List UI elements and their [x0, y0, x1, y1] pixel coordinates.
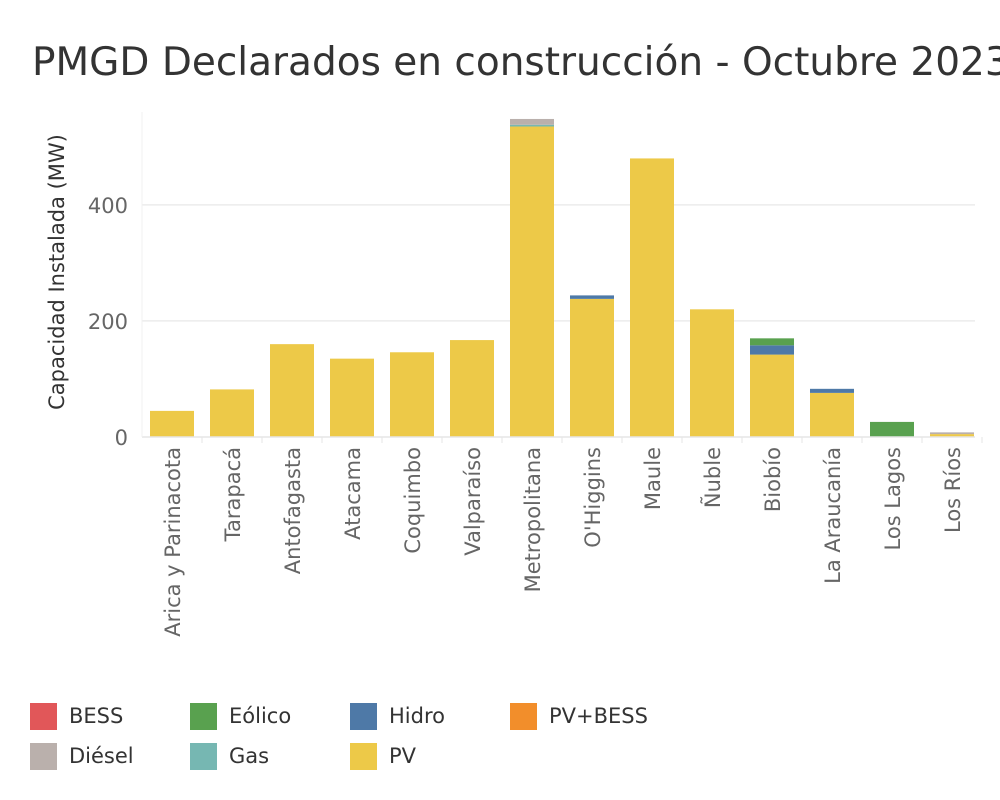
bar-segment[interactable] — [870, 421, 914, 437]
legend-item[interactable]: Gas — [190, 742, 269, 770]
x-tick-label: Tarapacá — [221, 447, 245, 542]
bar-segment[interactable] — [510, 118, 554, 125]
y-tick-label: 400 — [88, 194, 128, 218]
gridlines — [142, 204, 975, 322]
x-tick-label: La Araucanía — [821, 447, 845, 584]
legend-swatch — [190, 702, 217, 730]
legend-label: Eólico — [229, 704, 292, 728]
bar-segment[interactable] — [150, 410, 194, 437]
legend-swatch — [350, 742, 377, 770]
bar-segment[interactable] — [750, 338, 794, 346]
chart-legend: BESS Eólico Hidro PV+BESS Diésel Gas PV — [30, 700, 730, 780]
legend-swatch — [190, 742, 217, 770]
legend-label: PV+BESS — [549, 704, 648, 728]
chart-title: PMGD Declarados en construcción - Octubr… — [32, 40, 1000, 85]
legend-item[interactable]: PV — [350, 742, 416, 770]
x-tick-label: Metropolitana — [521, 447, 545, 592]
x-tick-label: Biobío — [761, 447, 785, 512]
bars — [150, 118, 974, 438]
bar-segment[interactable] — [510, 124, 554, 127]
bar-segment[interactable] — [570, 298, 614, 437]
bar-segment[interactable] — [390, 352, 434, 437]
bar-segment[interactable] — [750, 354, 794, 437]
legend-item[interactable]: PV+BESS — [510, 702, 648, 730]
bar-segment[interactable] — [570, 295, 614, 299]
legend-swatch — [350, 702, 377, 730]
y-tick-label: 0 — [115, 426, 128, 450]
bar-segment[interactable] — [930, 432, 974, 435]
bar-segment[interactable] — [690, 309, 734, 437]
x-tick-label: Valparaíso — [461, 447, 485, 556]
bar-segment[interactable] — [510, 126, 554, 438]
legend-label: BESS — [69, 704, 124, 728]
bar-segment[interactable] — [930, 434, 974, 437]
x-tick-label: Atacama — [341, 447, 365, 540]
y-axis-title: Capacidad Instalada (MW) — [45, 134, 69, 410]
legend-item[interactable]: Eólico — [190, 702, 291, 730]
legend-swatch — [30, 742, 57, 770]
bar-segment[interactable] — [270, 344, 314, 437]
x-tick-label: Arica y Parinacota — [161, 447, 185, 637]
legend-item[interactable]: Diésel — [30, 742, 134, 770]
legend-label: PV — [389, 744, 417, 768]
legend-swatch — [30, 702, 57, 730]
x-tick-label: Los Ríos — [941, 447, 965, 533]
bar-segment[interactable] — [330, 358, 374, 437]
legend-label: Diésel — [69, 744, 134, 768]
legend-item[interactable]: BESS — [30, 702, 123, 730]
legend-swatch — [510, 702, 537, 730]
y-tick-label: 200 — [88, 310, 128, 334]
x-tick-label: Ñuble — [699, 447, 725, 508]
x-tick-label: Maule — [641, 447, 665, 510]
x-tick-label: Los Lagos — [881, 447, 905, 550]
legend-label: Gas — [229, 744, 270, 768]
legend-label: Hidro — [389, 704, 445, 728]
bar-segment[interactable] — [810, 392, 854, 437]
axes: 0 200 400 Arica y Parinacota Tarapacá Antofag… — [88, 112, 983, 637]
x-tick-label: O'Higgins — [581, 447, 605, 548]
bar-segment[interactable] — [810, 388, 854, 393]
bar-segment[interactable] — [450, 340, 494, 437]
bar-segment[interactable] — [210, 389, 254, 437]
x-tick-label: Antofagasta — [281, 447, 305, 574]
x-tick-label: Coquimbo — [401, 447, 425, 554]
bar-segment[interactable] — [630, 158, 674, 437]
bar-segment[interactable] — [750, 345, 794, 355]
legend-item[interactable]: Hidro — [350, 702, 445, 730]
